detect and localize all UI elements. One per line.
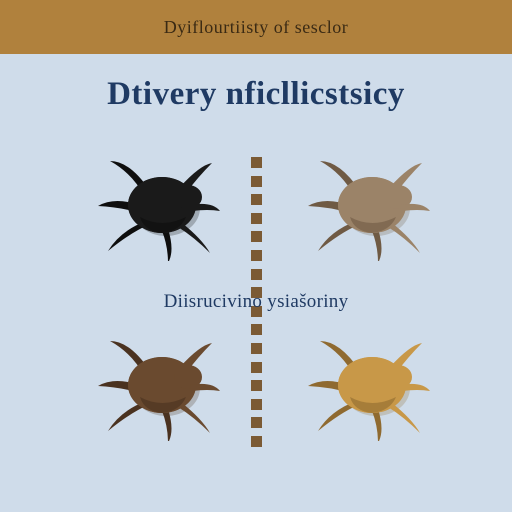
divider-square (251, 362, 262, 373)
divider-square (251, 250, 262, 261)
divider-square (251, 213, 262, 224)
divider-square (251, 231, 262, 242)
divider-square (251, 399, 262, 410)
divider-square (251, 417, 262, 428)
divider-square (251, 343, 262, 354)
bug-top-right (300, 151, 430, 261)
divider-square (251, 324, 262, 335)
bug-bottom-right (300, 331, 430, 441)
bug-top-left (90, 151, 220, 261)
divider-square (251, 157, 262, 168)
divider-square (251, 380, 262, 391)
header-bar: Dyiflourtiisty of sesclor (0, 0, 512, 54)
main-title: Dtivery nficllicstsicy (0, 76, 512, 113)
divider-square (251, 269, 262, 280)
divider-square (251, 194, 262, 205)
subtitle: Diisrucivino ysiašoriny (0, 291, 512, 313)
divider-square (251, 436, 262, 447)
header-text: Dyiflourtiisty of sesclor (164, 17, 348, 38)
bug-bottom-left (90, 331, 220, 441)
divider-square (251, 176, 262, 187)
bug-grid: Diisrucivino ysiašoriny (0, 141, 512, 461)
